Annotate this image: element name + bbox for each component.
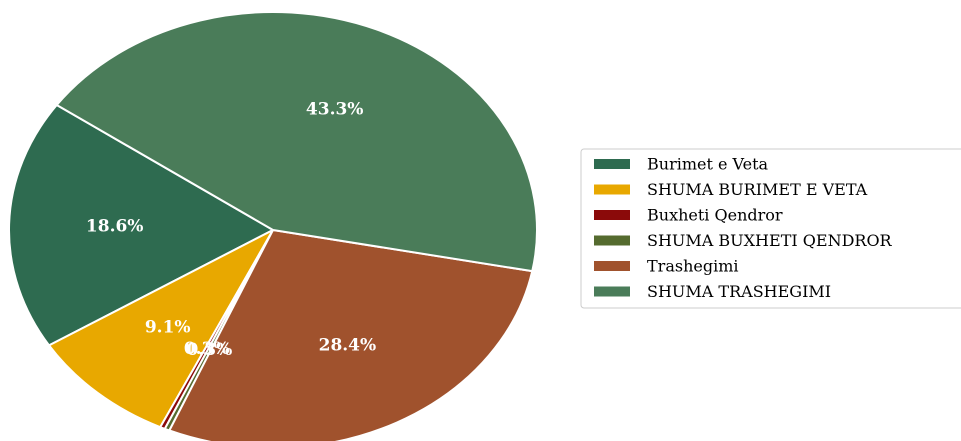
pie-slice-shuma-burimet-e-veta <box>48 229 274 429</box>
slice-label-shuma-buxheti-qendror: 0.3% <box>187 340 233 360</box>
pie-slice-trashegimi <box>168 229 534 441</box>
slice-label-burimet-e-veta: 18.6% <box>86 217 144 237</box>
legend-swatch-shuma-buxheti-qendror <box>594 235 630 246</box>
slice-label-trashegimi: 28.4% <box>319 336 377 356</box>
pie-slice-labels: 18.6%9.1%0.3%0.3% 28.4%43.3% <box>86 100 376 360</box>
legend-swatch-buxheti-qendror <box>594 210 630 220</box>
pie-slice-burimet-e-veta <box>8 103 274 347</box>
legend: Burimet e Veta SHUMA BURIMET E VETA Buxhet… <box>580 148 961 309</box>
legend-label-shuma-buxheti-qendror: SHUMA BUXHETI QENDROR <box>647 231 893 250</box>
legend-swatch-trashegimi <box>594 261 630 271</box>
pie-slice-shuma-trashegimi <box>55 11 538 273</box>
legend-label-shuma-burimet-e-veta: SHUMA BURIMET E VETA <box>647 180 868 199</box>
legend-label-burimet-e-veta: Burimet e Veta <box>647 155 769 174</box>
pie-slices <box>8 11 538 441</box>
legend-swatch-shuma-trashegimi <box>594 286 630 297</box>
legend-items: Burimet e Veta SHUMA BURIMET E VETA Buxhet… <box>594 155 893 301</box>
legend-label-trashegimi: Trashegimi <box>647 257 739 276</box>
legend-frame <box>580 148 961 309</box>
slice-label-shuma-trashegimi: 43.3% <box>306 100 364 120</box>
legend-label-shuma-trashegimi: SHUMA TRASHEGIMI <box>647 282 831 301</box>
slice-label-shuma-burimet-e-veta: 9.1% <box>145 318 191 338</box>
legend-label-buxheti-qendror: Buxheti Qendror <box>647 206 783 225</box>
legend-swatch-burimet-e-veta <box>594 159 630 169</box>
legend-swatch-shuma-burimet-e-veta <box>594 184 630 195</box>
slice-label-buxheti-qendror: 0.3% <box>184 339 230 359</box>
